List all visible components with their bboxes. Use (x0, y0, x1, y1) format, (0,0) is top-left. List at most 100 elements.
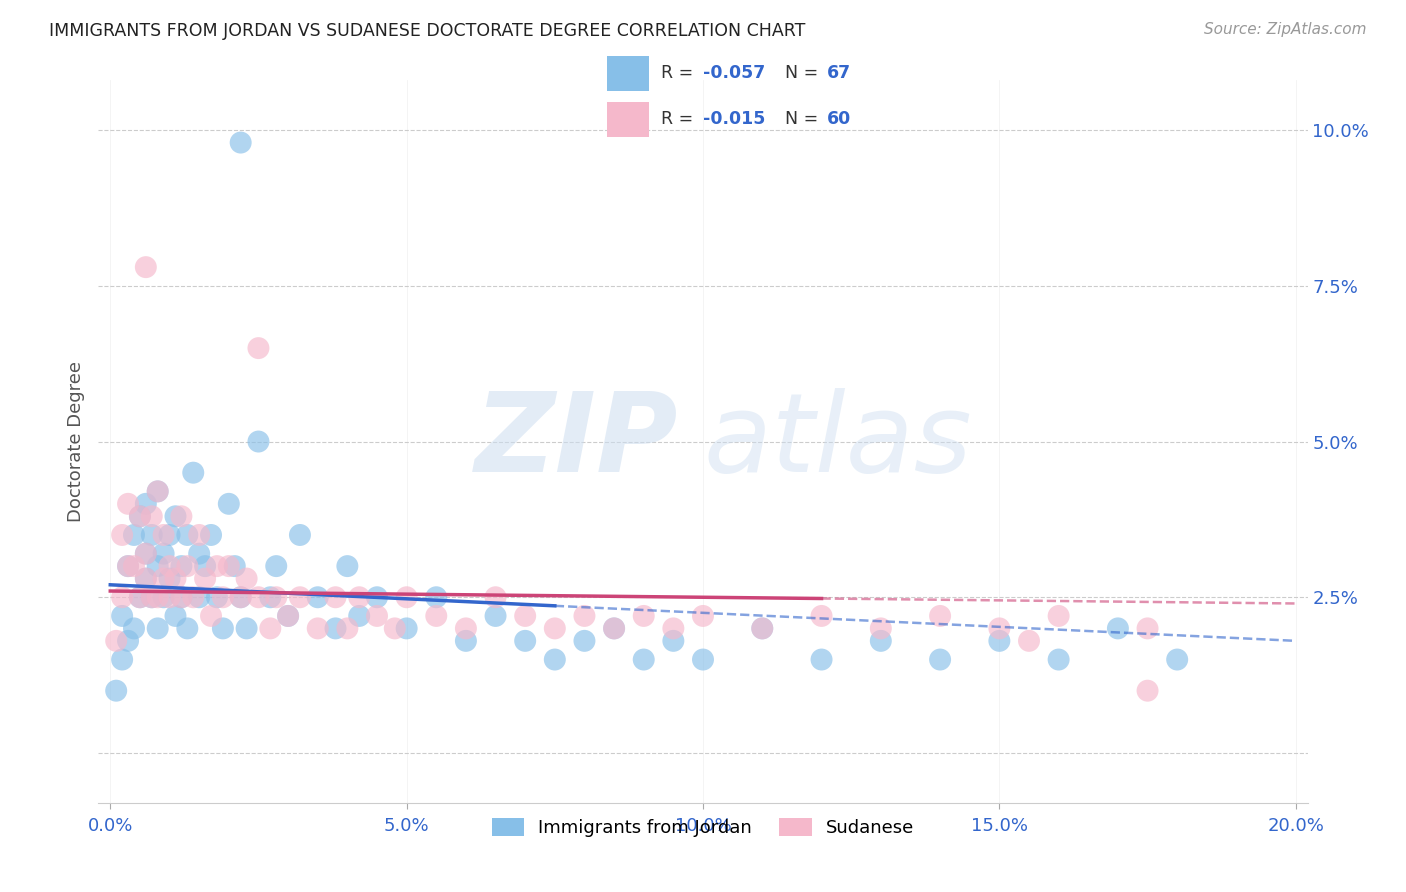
Point (200, 528, 222, 542)
Point (135, 547, 157, 561)
Point (1018, 633, 1040, 648)
Point (212, 621, 235, 635)
Point (200, 609, 222, 624)
Point (395, 621, 418, 635)
Point (288, 591, 311, 605)
Point (152, 591, 174, 605)
Point (247, 434, 270, 449)
Point (176, 528, 198, 542)
Point (247, 591, 270, 605)
Point (141, 591, 163, 605)
Point (229, 591, 252, 605)
Point (325, 621, 347, 635)
Point (425, 609, 447, 624)
Point (117, 559, 139, 574)
Point (176, 559, 198, 574)
Point (165, 572, 187, 586)
Point (205, 559, 228, 574)
Point (544, 652, 567, 666)
Point (111, 591, 134, 605)
Point (869, 633, 891, 648)
Text: N =: N = (785, 111, 824, 128)
Point (105, 683, 128, 698)
Point (141, 509, 163, 524)
Point (1047, 609, 1070, 624)
Point (129, 591, 152, 605)
Point (929, 652, 952, 666)
Point (484, 609, 506, 624)
Point (212, 591, 235, 605)
Point (692, 652, 714, 666)
Point (574, 633, 596, 648)
Point (122, 528, 145, 542)
Point (218, 497, 240, 511)
Point (307, 621, 329, 635)
Point (869, 621, 891, 635)
Point (366, 591, 388, 605)
Point (135, 572, 157, 586)
Point (205, 591, 228, 605)
Point (170, 559, 193, 574)
Text: 67: 67 (827, 64, 852, 82)
Point (347, 591, 370, 605)
Point (181, 591, 204, 605)
Point (384, 621, 406, 635)
Point (395, 591, 418, 605)
Point (188, 591, 211, 605)
Point (484, 591, 506, 605)
Text: IMMIGRANTS FROM JORDAN VS SUDANESE DOCTORATE DEGREE CORRELATION CHART: IMMIGRANTS FROM JORDAN VS SUDANESE DOCTO… (49, 22, 806, 40)
Point (111, 528, 134, 542)
Point (218, 559, 240, 574)
Point (751, 621, 773, 635)
Point (603, 621, 626, 635)
Text: R =: R = (661, 111, 699, 128)
Point (574, 609, 596, 624)
Text: Source: ZipAtlas.com: Source: ZipAtlas.com (1204, 22, 1367, 37)
Point (146, 559, 169, 574)
Point (1107, 621, 1129, 635)
Point (165, 609, 187, 624)
Point (810, 609, 832, 624)
Text: R =: R = (661, 64, 699, 82)
Point (170, 591, 193, 605)
Point (159, 591, 181, 605)
Point (336, 621, 359, 635)
Point (117, 633, 139, 648)
Point (159, 559, 181, 574)
FancyBboxPatch shape (606, 56, 650, 91)
Point (454, 633, 477, 648)
Point (692, 609, 714, 624)
Point (165, 509, 187, 524)
Point (111, 609, 134, 624)
Point (1166, 652, 1188, 666)
Point (170, 591, 193, 605)
Point (146, 484, 169, 499)
Legend: Immigrants from Jordan, Sudanese: Immigrants from Jordan, Sudanese (484, 811, 922, 845)
Point (176, 621, 198, 635)
Point (159, 528, 181, 542)
Text: -0.015: -0.015 (703, 111, 766, 128)
Point (159, 572, 181, 586)
Point (307, 591, 329, 605)
Point (347, 609, 370, 624)
Point (135, 572, 157, 586)
Point (751, 621, 773, 635)
Point (135, 547, 157, 561)
Point (247, 341, 270, 355)
Point (152, 528, 174, 542)
Text: N =: N = (785, 64, 824, 82)
Point (277, 609, 299, 624)
Point (129, 509, 152, 524)
Point (141, 528, 163, 542)
Point (152, 572, 174, 586)
Point (235, 572, 257, 586)
Point (810, 652, 832, 666)
Point (122, 621, 145, 635)
Point (229, 591, 252, 605)
Point (603, 621, 626, 635)
Point (129, 591, 152, 605)
Point (515, 633, 537, 648)
Point (662, 633, 685, 648)
Point (288, 528, 311, 542)
Point (135, 497, 157, 511)
